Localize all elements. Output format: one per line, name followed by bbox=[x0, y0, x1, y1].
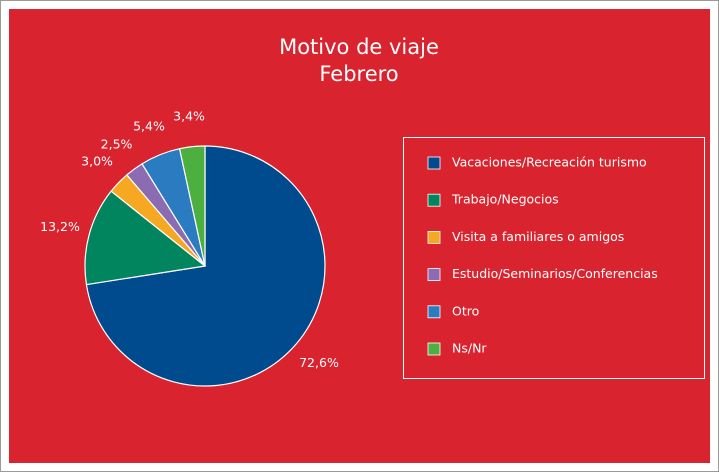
data-label: 5,4% bbox=[133, 118, 165, 133]
legend-swatch bbox=[427, 156, 441, 170]
legend-label: Ns/Nr bbox=[452, 341, 487, 356]
legend-swatch bbox=[427, 305, 441, 319]
legend-label: Visita a familiares o amigos bbox=[452, 229, 624, 244]
legend-label: Vacaciones/Recreación turismo bbox=[452, 155, 647, 170]
data-label: 3,0% bbox=[81, 153, 113, 168]
legend-swatch bbox=[427, 193, 441, 207]
legend-swatch bbox=[427, 230, 441, 244]
legend-label: Estudio/Seminarios/Conferencias bbox=[452, 266, 658, 281]
data-label: 72,6% bbox=[299, 355, 339, 370]
legend-label: Trabajo/Negocios bbox=[451, 192, 559, 207]
legend-box bbox=[403, 137, 705, 379]
data-label: 13,2% bbox=[40, 219, 80, 234]
legend-swatch bbox=[427, 342, 441, 356]
legend-swatch bbox=[427, 268, 441, 282]
chart-subtitle: Febrero bbox=[319, 62, 398, 86]
legend-label: Otro bbox=[452, 303, 479, 318]
chart-title: Motivo de viaje bbox=[279, 35, 439, 59]
data-label: 3,4% bbox=[173, 108, 205, 123]
data-label: 2,5% bbox=[101, 136, 133, 151]
pie-slice bbox=[178, 145, 206, 267]
pie-slice bbox=[84, 190, 207, 286]
